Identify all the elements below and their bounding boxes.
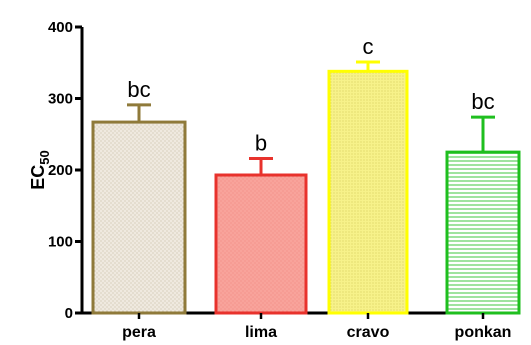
y-tick-label: 0 xyxy=(65,305,73,322)
annotation-ponkan: bc xyxy=(471,89,494,114)
x-tick-label-lima: lima xyxy=(245,324,277,341)
annotation-cravo: c xyxy=(363,34,374,59)
y-tick-label: 100 xyxy=(48,234,73,251)
y-axis-title: EC50 xyxy=(28,150,52,189)
annotation-pera: bc xyxy=(127,77,150,102)
x-tick-label-ponkan: ponkan xyxy=(455,324,512,341)
bar-ponkan xyxy=(445,150,521,315)
y-ticks: 0 100 200 300 400 xyxy=(48,19,82,322)
y-axis-title-subscript: 50 xyxy=(37,150,52,164)
x-tick-labels: pera lima cravo ponkan xyxy=(122,313,511,341)
y-tick-label: 300 xyxy=(48,91,73,108)
y-tick-label: 400 xyxy=(48,19,73,36)
y-tick-label: 200 xyxy=(48,162,73,179)
bar-lima xyxy=(214,173,308,315)
annotation-lima: b xyxy=(255,131,267,156)
bar-cravo xyxy=(327,69,409,315)
bar-pera xyxy=(91,120,187,315)
x-tick-label-cravo: cravo xyxy=(347,324,390,341)
x-tick-label-pera: pera xyxy=(122,324,156,341)
